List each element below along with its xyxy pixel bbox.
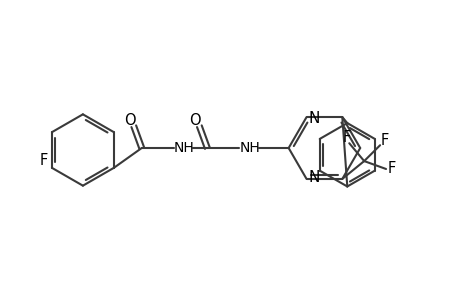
Text: NH: NH [239, 141, 260, 155]
Text: N: N [308, 170, 319, 185]
Text: F: F [341, 130, 350, 145]
Text: N: N [308, 111, 319, 126]
Text: NH: NH [174, 141, 195, 155]
Text: F: F [380, 133, 388, 148]
Text: O: O [124, 113, 135, 128]
Text: F: F [387, 161, 395, 176]
Text: O: O [189, 113, 201, 128]
Text: F: F [40, 153, 48, 168]
